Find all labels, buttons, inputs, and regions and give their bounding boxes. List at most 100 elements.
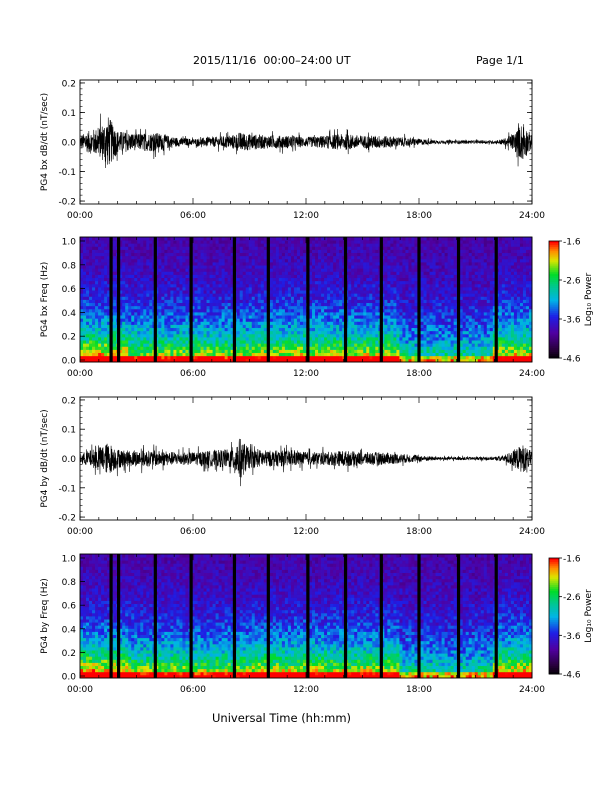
heatmap-cell xyxy=(396,340,400,344)
heatmap-cell xyxy=(275,318,280,322)
heatmap-cell xyxy=(327,318,331,322)
heatmap-cell xyxy=(260,352,265,357)
heatmap-cell xyxy=(221,255,226,260)
heatmap-cell xyxy=(312,240,316,244)
heatmap-cell xyxy=(402,296,406,300)
heatmap-cell xyxy=(197,274,201,279)
heatmap-cell xyxy=(92,358,96,363)
heatmap-cell xyxy=(438,330,442,335)
heatmap-cell xyxy=(215,333,220,338)
heatmap-cell xyxy=(158,318,162,322)
heatmap-cell xyxy=(170,358,174,363)
heatmap-cell xyxy=(104,299,108,304)
heatmap-cell xyxy=(381,302,385,307)
heatmap-cell xyxy=(215,274,220,279)
heatmap-cell xyxy=(269,277,274,282)
heatmap-cell xyxy=(372,277,376,282)
heatmap-cell xyxy=(420,333,424,338)
heatmap-cell xyxy=(137,246,141,250)
heatmap-cell xyxy=(173,246,177,250)
heatmap-cell xyxy=(432,299,436,304)
heatmap-cell xyxy=(369,321,373,325)
heatmap-cell xyxy=(309,274,313,279)
heatmap-cell xyxy=(149,283,153,288)
heatmap-cell xyxy=(236,312,241,316)
heatmap-cell xyxy=(390,337,394,341)
heatmap-cell xyxy=(360,337,364,341)
heatmap-cell xyxy=(251,280,256,285)
heatmap-cell xyxy=(83,333,87,338)
heatmap-cell xyxy=(170,308,174,313)
heatmap-cell xyxy=(113,324,117,329)
heatmap-cell xyxy=(173,308,177,313)
heatmap-cell xyxy=(125,333,129,338)
heatmap-cell xyxy=(281,302,286,307)
heatmap-cell xyxy=(290,333,295,338)
heatmap-cell xyxy=(260,327,265,332)
heatmap-cell xyxy=(348,343,352,347)
heatmap-cell xyxy=(327,349,331,354)
heatmap-cell xyxy=(137,240,141,244)
heatmap-cell xyxy=(387,262,391,266)
heatmap-cell xyxy=(296,246,301,250)
heatmap-cell xyxy=(408,262,412,266)
heatmap-cell xyxy=(318,293,322,297)
heatmap-cell xyxy=(366,312,370,316)
heatmap-cell xyxy=(351,358,355,363)
heatmap-cell xyxy=(399,290,403,294)
heatmap-cell xyxy=(423,299,427,304)
heatmap-cell xyxy=(360,302,364,307)
heatmap-cell xyxy=(263,327,268,332)
heatmap-cell xyxy=(284,312,289,316)
heatmap-cell xyxy=(441,255,446,260)
heatmap-cell xyxy=(272,265,277,269)
heatmap-cell xyxy=(269,262,274,266)
heatmap-cell xyxy=(441,330,446,335)
heatmap-cell xyxy=(215,346,220,350)
heatmap-cell xyxy=(272,346,277,350)
heatmap-cell xyxy=(209,330,213,335)
heatmap-cell xyxy=(375,340,379,344)
heatmap-cell xyxy=(402,283,406,288)
heatmap-cell xyxy=(260,243,265,247)
heatmap-cell xyxy=(354,258,358,263)
heatmap-cell xyxy=(281,327,286,332)
heatmap-cell xyxy=(318,315,322,319)
heatmap-cell xyxy=(89,305,93,310)
heatmap-cell xyxy=(95,265,99,269)
heatmap-cell xyxy=(411,318,415,322)
heatmap-cell xyxy=(83,237,87,241)
heatmap-cell xyxy=(372,252,376,257)
heatmap-cell xyxy=(227,358,232,363)
heatmap-cell xyxy=(212,262,216,266)
heatmap-cell xyxy=(330,330,334,335)
heatmap-cell xyxy=(221,318,226,322)
heatmap-cell xyxy=(438,296,442,300)
heatmap-cell xyxy=(429,346,433,350)
heatmap-cell xyxy=(146,302,150,307)
heatmap-cell xyxy=(269,358,274,363)
heatmap-cell xyxy=(101,255,105,260)
heatmap-cell xyxy=(429,349,433,354)
heatmap-cell xyxy=(330,268,334,272)
heatmap-cell xyxy=(176,268,180,272)
heatmap-cell xyxy=(164,343,168,347)
heatmap-cell xyxy=(209,302,213,307)
heatmap-cell xyxy=(119,327,123,332)
heatmap-cell xyxy=(113,333,117,338)
heatmap-cell xyxy=(197,327,201,332)
heatmap-cell xyxy=(161,330,165,335)
heatmap-cell xyxy=(83,299,87,304)
heatmap-cell xyxy=(182,243,186,247)
heatmap-cell xyxy=(257,296,262,300)
heatmap-cell xyxy=(399,258,403,263)
heatmap-cell xyxy=(179,355,183,360)
heatmap-cell xyxy=(275,352,280,357)
heatmap-cell xyxy=(245,302,250,307)
heatmap-cell xyxy=(339,265,343,269)
heatmap-cell xyxy=(206,349,210,354)
heatmap-cell xyxy=(230,255,235,260)
heatmap-cell xyxy=(411,343,415,347)
heatmap-cell xyxy=(387,287,391,291)
heatmap-cell xyxy=(384,237,388,241)
